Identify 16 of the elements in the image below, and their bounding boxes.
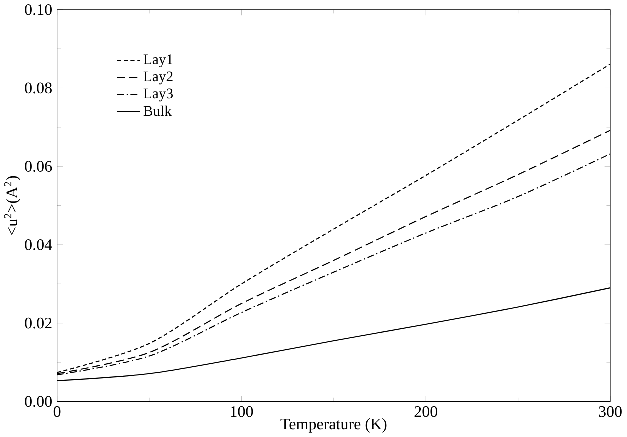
y-tick-label: 0.06 (25, 161, 52, 172)
y-tick-label: 0.02 (25, 318, 52, 329)
y-tick-label: 0.00 (25, 396, 52, 407)
legend-label: Lay1 (144, 54, 173, 68)
y-axis-title: <u$^{2}$>(A$^{2}$) (4, 176, 21, 235)
legend-label: Lay2 (144, 72, 173, 84)
y-tick-label: 0.04 (25, 239, 52, 250)
x-tick-label: 100 (231, 406, 254, 418)
y-tick-label: 0.10 (25, 4, 52, 16)
x-axis-title: Temperature (K) (280, 418, 387, 433)
x-tick-label: 200 (414, 406, 438, 418)
legend-label: Bulk (144, 106, 172, 116)
y-tick-label: 0.08 (25, 82, 52, 94)
x-tick-label: 300 (599, 406, 622, 418)
legend-label: Lay3 (144, 88, 174, 102)
x-tick-label: 0 (54, 406, 61, 418)
